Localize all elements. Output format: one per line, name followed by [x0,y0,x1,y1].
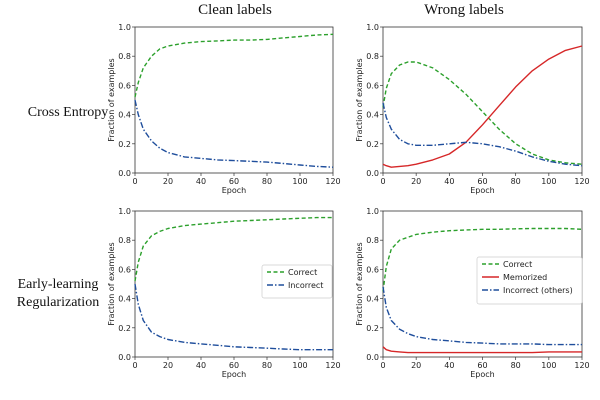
legend: Correct Incorrect [261,264,333,299]
y-tick-label: 0.4 [118,111,131,120]
y-tick-label: 0.0 [366,353,379,362]
x-tick-label: 120 [574,177,589,186]
x-tick-label: 100 [541,177,556,186]
y-tick-label: 0.8 [118,52,131,61]
x-tick-label: 80 [262,177,272,186]
x-tick-label: 80 [262,361,272,370]
legend-label-incorrect: Incorrect (others) [503,286,573,295]
x-tick-label: 60 [229,361,239,370]
series-line-incorrect [134,283,333,351]
x-tick-label: 0 [380,177,385,186]
series-line-incorrect [134,99,334,168]
x-tick-label: 40 [444,361,454,370]
x-tick-label: 20 [163,177,173,186]
panels: 0 20 40 60 80 100 120 0.0 0.2 0.4 0.6 0.8 1.0 Epoch Fr… [107,23,590,379]
x-tick-label: 120 [574,361,589,370]
x-tick-label: 120 [325,177,340,186]
row-title-cross-entropy: Cross Entropy [28,105,109,120]
x-tick-label: 80 [511,177,521,186]
legend-label-incorrect: Incorrect [288,281,323,290]
plot-frame [382,26,583,174]
series-line-correct [134,216,333,282]
y-tick-label: 0.2 [366,324,379,333]
y-tick-label: 0.4 [366,111,379,120]
series-line-incorrect [382,102,583,167]
x-axis-label: Epoch [470,186,495,195]
y-tick-label: 0.6 [366,81,379,90]
x-tick-label: 0 [380,361,385,370]
panel-cross-entropy-wrong: 0 20 40 60 80 100 120 0.0 0.2 0.4 0.6 0.8 1.0 Epoch Fr… [355,23,590,195]
series-line-incorrect [382,286,582,346]
panel-elr-wrong: 0 20 40 60 80 100 120 0.0 0.2 0.4 0.6 0.8 1.0 Epoch Fr… [355,207,590,379]
y-tick-label: 0.2 [366,140,379,149]
y-tick-label: 0.0 [118,353,131,362]
y-tick-label: 0.6 [118,265,131,274]
series-line-memorized [382,45,583,168]
y-tick-label: 0.4 [118,295,131,304]
y-tick-label: 0.0 [366,169,379,178]
legend-box [476,256,583,305]
y-tick-label: 0.2 [118,140,131,149]
y-tick-label: 0.8 [118,236,131,245]
x-tick-label: 80 [511,361,521,370]
panel-elr-clean: 0 20 40 60 80 100 120 0.0 0.2 0.4 0.6 0.8 1.0 Epoch Fr… [107,207,341,379]
y-tick-label: 0.0 [118,169,131,178]
y-axis-label: Fraction of examples [107,58,116,141]
x-tick-label: 60 [477,361,487,370]
y-tick-label: 0.6 [118,81,131,90]
y-tick-label: 0.6 [366,265,379,274]
x-axis-label: Epoch [470,370,495,379]
x-tick-label: 60 [229,177,239,186]
y-tick-label: 1.0 [118,207,131,216]
x-tick-label: 100 [541,361,556,370]
y-tick-label: 0.4 [366,295,379,304]
y-tick-label: 0.8 [366,52,379,61]
y-tick-label: 0.8 [366,236,379,245]
row-title-elr-line2: Regularization [17,295,99,310]
x-tick-label: 40 [196,177,206,186]
y-tick-label: 1.0 [118,23,131,32]
legend-box [261,264,333,299]
x-tick-label: 40 [444,177,454,186]
y-axis-label: Fraction of examples [355,242,364,325]
y-tick-label: 1.0 [366,207,379,216]
x-tick-label: 100 [292,177,307,186]
row-title-elr-line1: Early-learning [18,277,99,292]
column-title-wrong: Wrong labels [424,2,504,18]
x-tick-label: 20 [411,361,421,370]
x-tick-label: 20 [163,361,173,370]
column-title-clean: Clean labels [198,2,272,18]
x-tick-label: 0 [132,361,137,370]
legend-label-correct: Correct [503,260,532,269]
y-axis-label: Fraction of examples [355,58,364,141]
legend-label-memorized: Memorized [503,273,547,282]
series-line-memorized [382,346,582,354]
x-tick-label: 40 [196,361,206,370]
x-tick-label: 100 [292,361,307,370]
series-line-correct [382,227,583,292]
legend-label-correct: Correct [288,268,317,277]
x-tick-label: 60 [477,177,487,186]
x-tick-label: 20 [411,177,421,186]
x-axis-label: Epoch [222,370,247,379]
y-tick-label: 1.0 [366,23,379,32]
panel-cross-entropy-clean: 0 20 40 60 80 100 120 0.0 0.2 0.4 0.6 0.8 1.0 Epoch Fr… [107,23,341,195]
series-line-correct [134,33,334,98]
y-tick-label: 0.2 [118,324,131,333]
x-tick-label: 0 [132,177,137,186]
y-axis-label: Fraction of examples [107,242,116,325]
legend: Correct Memorized Incorrect (others) [476,256,583,305]
x-tick-label: 120 [325,361,340,370]
series-line-correct [382,61,583,165]
x-axis-label: Epoch [222,186,247,195]
